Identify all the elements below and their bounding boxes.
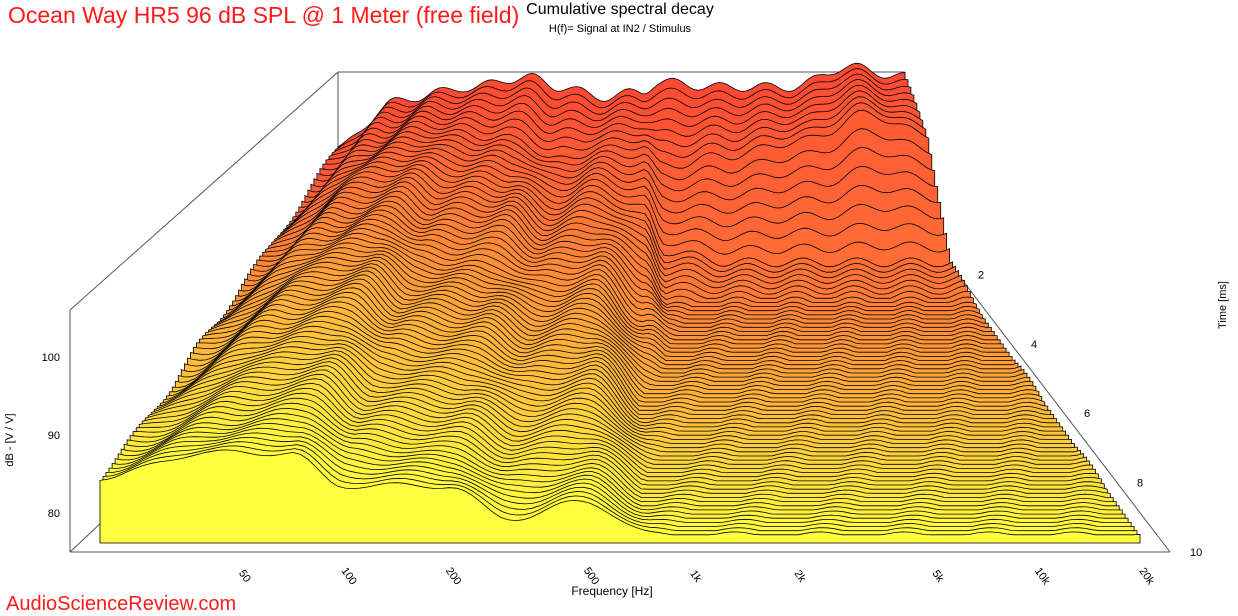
y-tick-label: 90	[48, 430, 60, 442]
brand-title: Ocean Way HR5 96 dB SPL @ 1 Meter (free …	[8, 2, 520, 28]
y-tick-label: 100	[42, 352, 60, 364]
y-tick-label: 80	[48, 508, 60, 520]
left-top-diagonal	[69, 71, 339, 311]
x-tick-label: 50	[236, 568, 253, 585]
x-tick-label: 200	[443, 565, 463, 587]
z-tick-label: 6	[1084, 408, 1090, 420]
x-tick-label: 5k	[930, 568, 947, 585]
x-tick-label: 2k	[792, 568, 809, 585]
decay-slice	[99, 449, 1141, 544]
x-tick-label: 20k	[1136, 566, 1156, 588]
y-tick-labels: 80 90 100	[42, 352, 60, 520]
z-tick-label: 10	[1190, 547, 1202, 559]
y-axis-label: dB - [V / V]	[4, 413, 16, 466]
x-tick-label: 100	[339, 565, 359, 587]
z-axis-label: Time [ms]	[1217, 281, 1229, 329]
z-tick-label: 8	[1137, 478, 1143, 490]
x-tick-label: 1k	[687, 568, 704, 585]
z-tick-labels: 2 4 6 8 10	[978, 269, 1202, 559]
chart-title: Cumulative spectral decay	[526, 1, 714, 18]
z-tick-label: 4	[1031, 339, 1037, 351]
x-axis-label: Frequency [Hz]	[571, 584, 652, 598]
decay-slices	[99, 62, 1141, 544]
x-tick-label: 10k	[1032, 566, 1052, 588]
chart-subtitle: H(f)= Signal at IN2 / Stimulus	[548, 23, 692, 35]
z-tick-label: 2	[978, 269, 984, 281]
watermark: AudioScienceReview.com	[6, 593, 237, 615]
x-tick-labels: 50 100 200 500 1k 2k 5k 10k 20k	[236, 565, 1157, 587]
